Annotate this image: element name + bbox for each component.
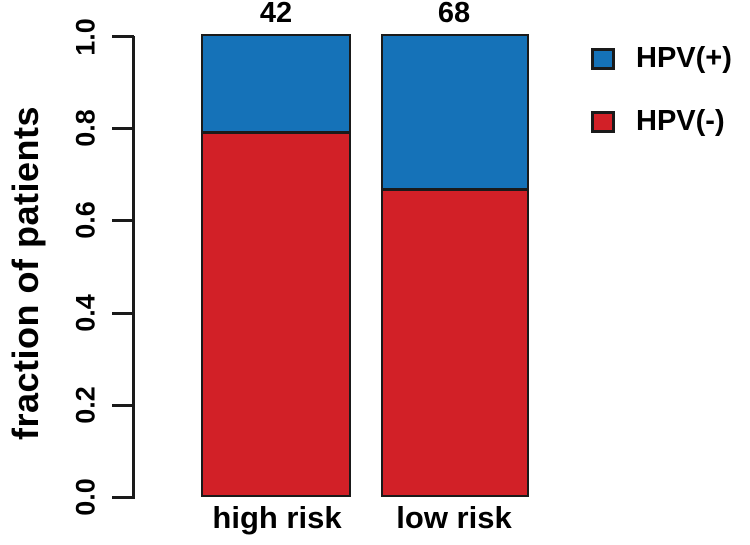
y-axis-title: fraction of patients bbox=[5, 105, 46, 440]
y-tick-mark bbox=[112, 496, 134, 499]
category-label-high-risk: high risk bbox=[212, 500, 342, 535]
y-tick-label: 0.6 bbox=[70, 201, 101, 239]
y-tick-mark bbox=[112, 219, 134, 222]
y-tick-mark bbox=[112, 312, 134, 315]
y-tick-label: 0.8 bbox=[70, 109, 101, 147]
y-tick-label: 0.4 bbox=[70, 294, 101, 332]
legend-item-hpv-positive: HPV(+) bbox=[591, 42, 732, 75]
y-tick-mark bbox=[112, 35, 134, 38]
legend-item-hpv-negative: HPV(-) bbox=[591, 105, 732, 138]
legend-label: HPV(-) bbox=[636, 105, 725, 138]
y-tick-label: 1.0 bbox=[70, 18, 101, 56]
bar-count-label: 42 bbox=[259, 0, 293, 29]
segment-hpv-negative bbox=[383, 191, 527, 495]
y-tick-label: 0.2 bbox=[70, 386, 101, 424]
bar-count-label: 68 bbox=[437, 0, 471, 29]
legend-label: HPV(+) bbox=[636, 42, 732, 74]
y-tick-mark bbox=[112, 404, 134, 407]
segment-hpv-negative bbox=[203, 134, 349, 495]
legend-swatch-hpv-negative bbox=[591, 111, 615, 134]
category-label-low-risk: low risk bbox=[396, 500, 512, 535]
y-tick-mark bbox=[112, 127, 134, 130]
legend: HPV(+) HPV(-) bbox=[591, 42, 732, 169]
segment-hpv-positive bbox=[383, 36, 527, 191]
y-axis-line bbox=[132, 36, 135, 499]
y-axis-title-wrap: fraction of patients bbox=[0, 0, 52, 545]
legend-swatch-hpv-positive bbox=[591, 47, 615, 70]
y-tick-label: 0.0 bbox=[70, 478, 101, 516]
segment-hpv-positive bbox=[203, 36, 349, 134]
bar-low-risk bbox=[381, 34, 529, 497]
bar-high-risk bbox=[201, 34, 351, 497]
